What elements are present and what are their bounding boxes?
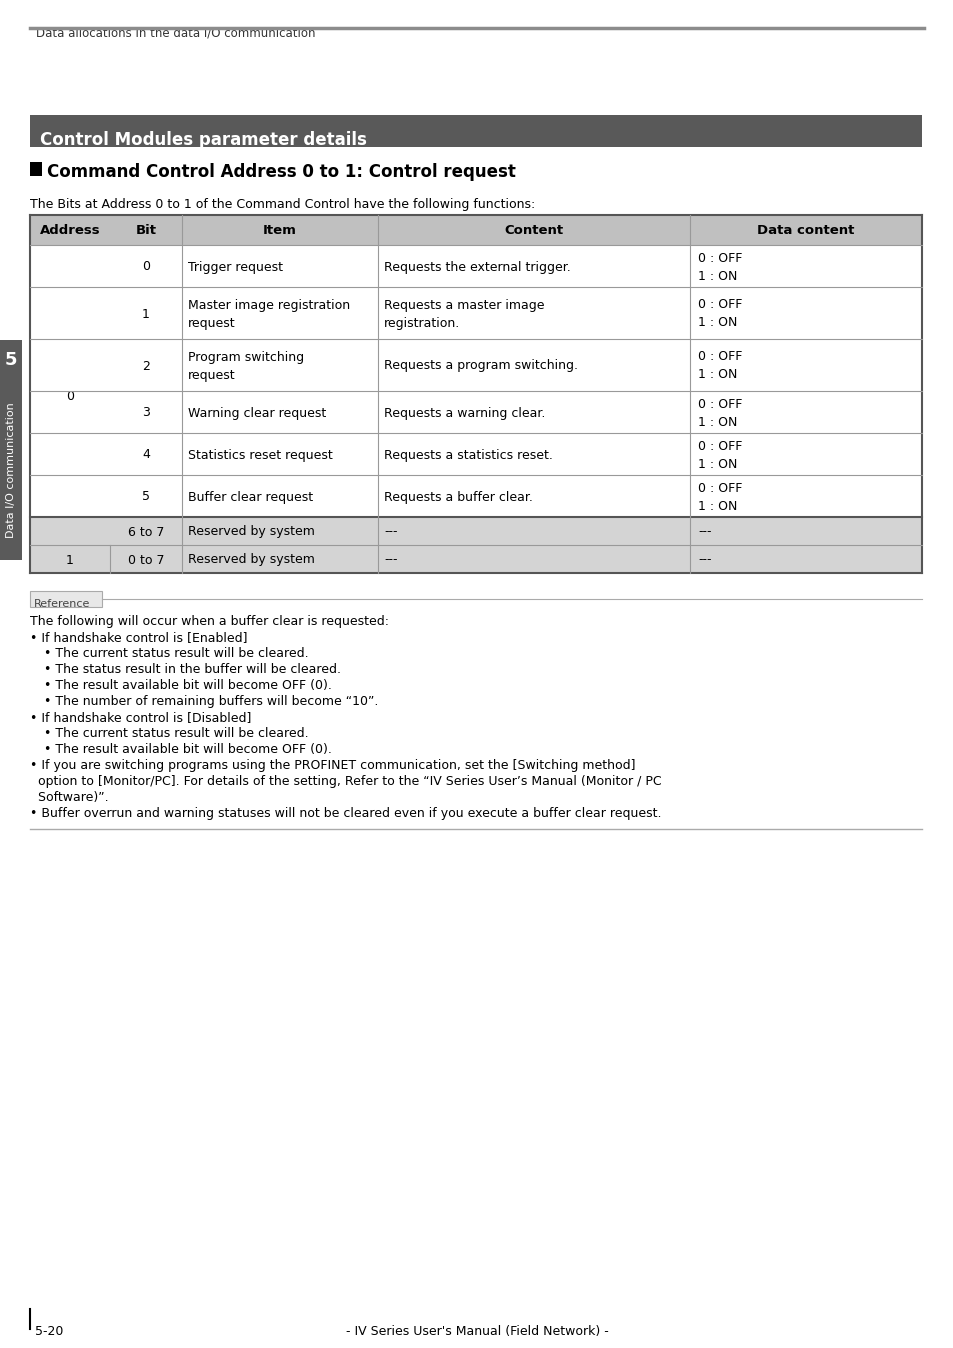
Text: 5: 5 [142,491,150,504]
Text: • If handshake control is [Disabled]: • If handshake control is [Disabled] [30,710,251,724]
Text: Software)”.: Software)”. [30,791,109,803]
Text: Address: Address [40,225,100,237]
Text: • The number of remaining buffers will become “10”.: • The number of remaining buffers will b… [44,696,378,708]
Text: 0 to 7: 0 to 7 [128,554,164,566]
Text: Buffer clear request: Buffer clear request [188,491,313,504]
Bar [0,340,22,559]
Text: • The result available bit will become OFF (0).: • The result available bit will become O… [44,743,332,756]
Text: Data I/O communication: Data I/O communication [6,402,16,538]
Text: 0 : OFF
1 : ON: 0 : OFF 1 : ON [698,398,741,429]
Bar [30,474,921,518]
Text: 0 : OFF
1 : ON: 0 : OFF 1 : ON [698,439,741,470]
Text: The following will occur when a buffer clear is requested:: The following will occur when a buffer c… [30,615,389,628]
Text: • The current status result will be cleared.: • The current status result will be clea… [44,647,309,661]
Text: 1: 1 [66,554,74,566]
Text: ---: --- [384,554,397,566]
Text: 0 : OFF
1 : ON: 0 : OFF 1 : ON [698,481,741,512]
Text: Requests a warning clear.: Requests a warning clear. [384,407,545,419]
Text: 0 : OFF
1 : ON: 0 : OFF 1 : ON [698,298,741,329]
Text: 4: 4 [142,449,150,461]
Bar [30,590,102,607]
Bar [30,162,42,177]
Bar [30,391,921,433]
Text: 5: 5 [5,350,17,369]
Text: Requests a program switching.: Requests a program switching. [384,360,578,372]
Text: Item: Item [263,225,296,237]
Text: Data content: Data content [757,225,854,237]
Text: 2: 2 [142,360,150,372]
Text: Bit: Bit [135,225,156,237]
Text: ---: --- [698,554,711,566]
Bar [30,115,921,147]
Text: ---: --- [698,526,711,538]
Text: Reference: Reference [34,599,91,609]
Bar [30,433,921,474]
Text: Control Modules parameter details: Control Modules parameter details [40,131,367,150]
Text: Content: Content [504,225,563,237]
Text: option to [Monitor/PC]. For details of the setting, Refer to the “IV Series User: option to [Monitor/PC]. For details of t… [30,775,661,789]
Text: ---: --- [384,526,397,538]
Text: Data allocations in the data I/O communication: Data allocations in the data I/O communi… [36,26,315,39]
Text: Program switching
request: Program switching request [188,350,304,381]
Text: 6 to 7: 6 to 7 [128,526,164,538]
Text: • If you are switching programs using the PROFINET communication, set the [Switc: • If you are switching programs using th… [30,759,635,772]
Text: 0 : OFF
1 : ON: 0 : OFF 1 : ON [698,350,741,381]
Bar [30,214,921,245]
Text: 1: 1 [142,307,150,321]
Bar [30,287,921,338]
Text: Reserved by system: Reserved by system [188,526,314,538]
Text: 0: 0 [66,390,74,403]
Text: Requests a master image
registration.: Requests a master image registration. [384,298,544,329]
Text: Statistics reset request: Statistics reset request [188,449,333,461]
Text: • The status result in the buffer will be cleared.: • The status result in the buffer will b… [44,663,340,675]
Bar [30,545,921,573]
Text: 0 : OFF
1 : ON: 0 : OFF 1 : ON [698,252,741,283]
Text: 5-20: 5-20 [35,1325,63,1339]
Text: • If handshake control is [Enabled]: • If handshake control is [Enabled] [30,631,247,644]
Text: • Buffer overrun and warning statuses will not be cleared even if you execute a : • Buffer overrun and warning statuses wi… [30,807,660,820]
Bar [30,338,921,391]
Text: Trigger request: Trigger request [188,260,283,274]
Text: Requests a buffer clear.: Requests a buffer clear. [384,491,533,504]
Text: Reserved by system: Reserved by system [188,554,314,566]
Text: The Bits at Address 0 to 1 of the Command Control have the following functions:: The Bits at Address 0 to 1 of the Comman… [30,198,535,212]
Text: Requests a statistics reset.: Requests a statistics reset. [384,449,553,461]
Text: Command Control Address 0 to 1: Control request: Command Control Address 0 to 1: Control … [47,163,516,181]
Bar [30,245,921,287]
Text: • The current status result will be cleared.: • The current status result will be clea… [44,727,309,740]
Bar [30,518,921,545]
Text: • The result available bit will become OFF (0).: • The result available bit will become O… [44,679,332,692]
Text: - IV Series User's Manual (Field Network) -: - IV Series User's Manual (Field Network… [345,1325,608,1339]
Text: 0: 0 [142,260,150,274]
Text: Master image registration
request: Master image registration request [188,298,350,329]
Text: Requests the external trigger.: Requests the external trigger. [384,260,570,274]
Text: 3: 3 [142,407,150,419]
Text: Warning clear request: Warning clear request [188,407,326,419]
